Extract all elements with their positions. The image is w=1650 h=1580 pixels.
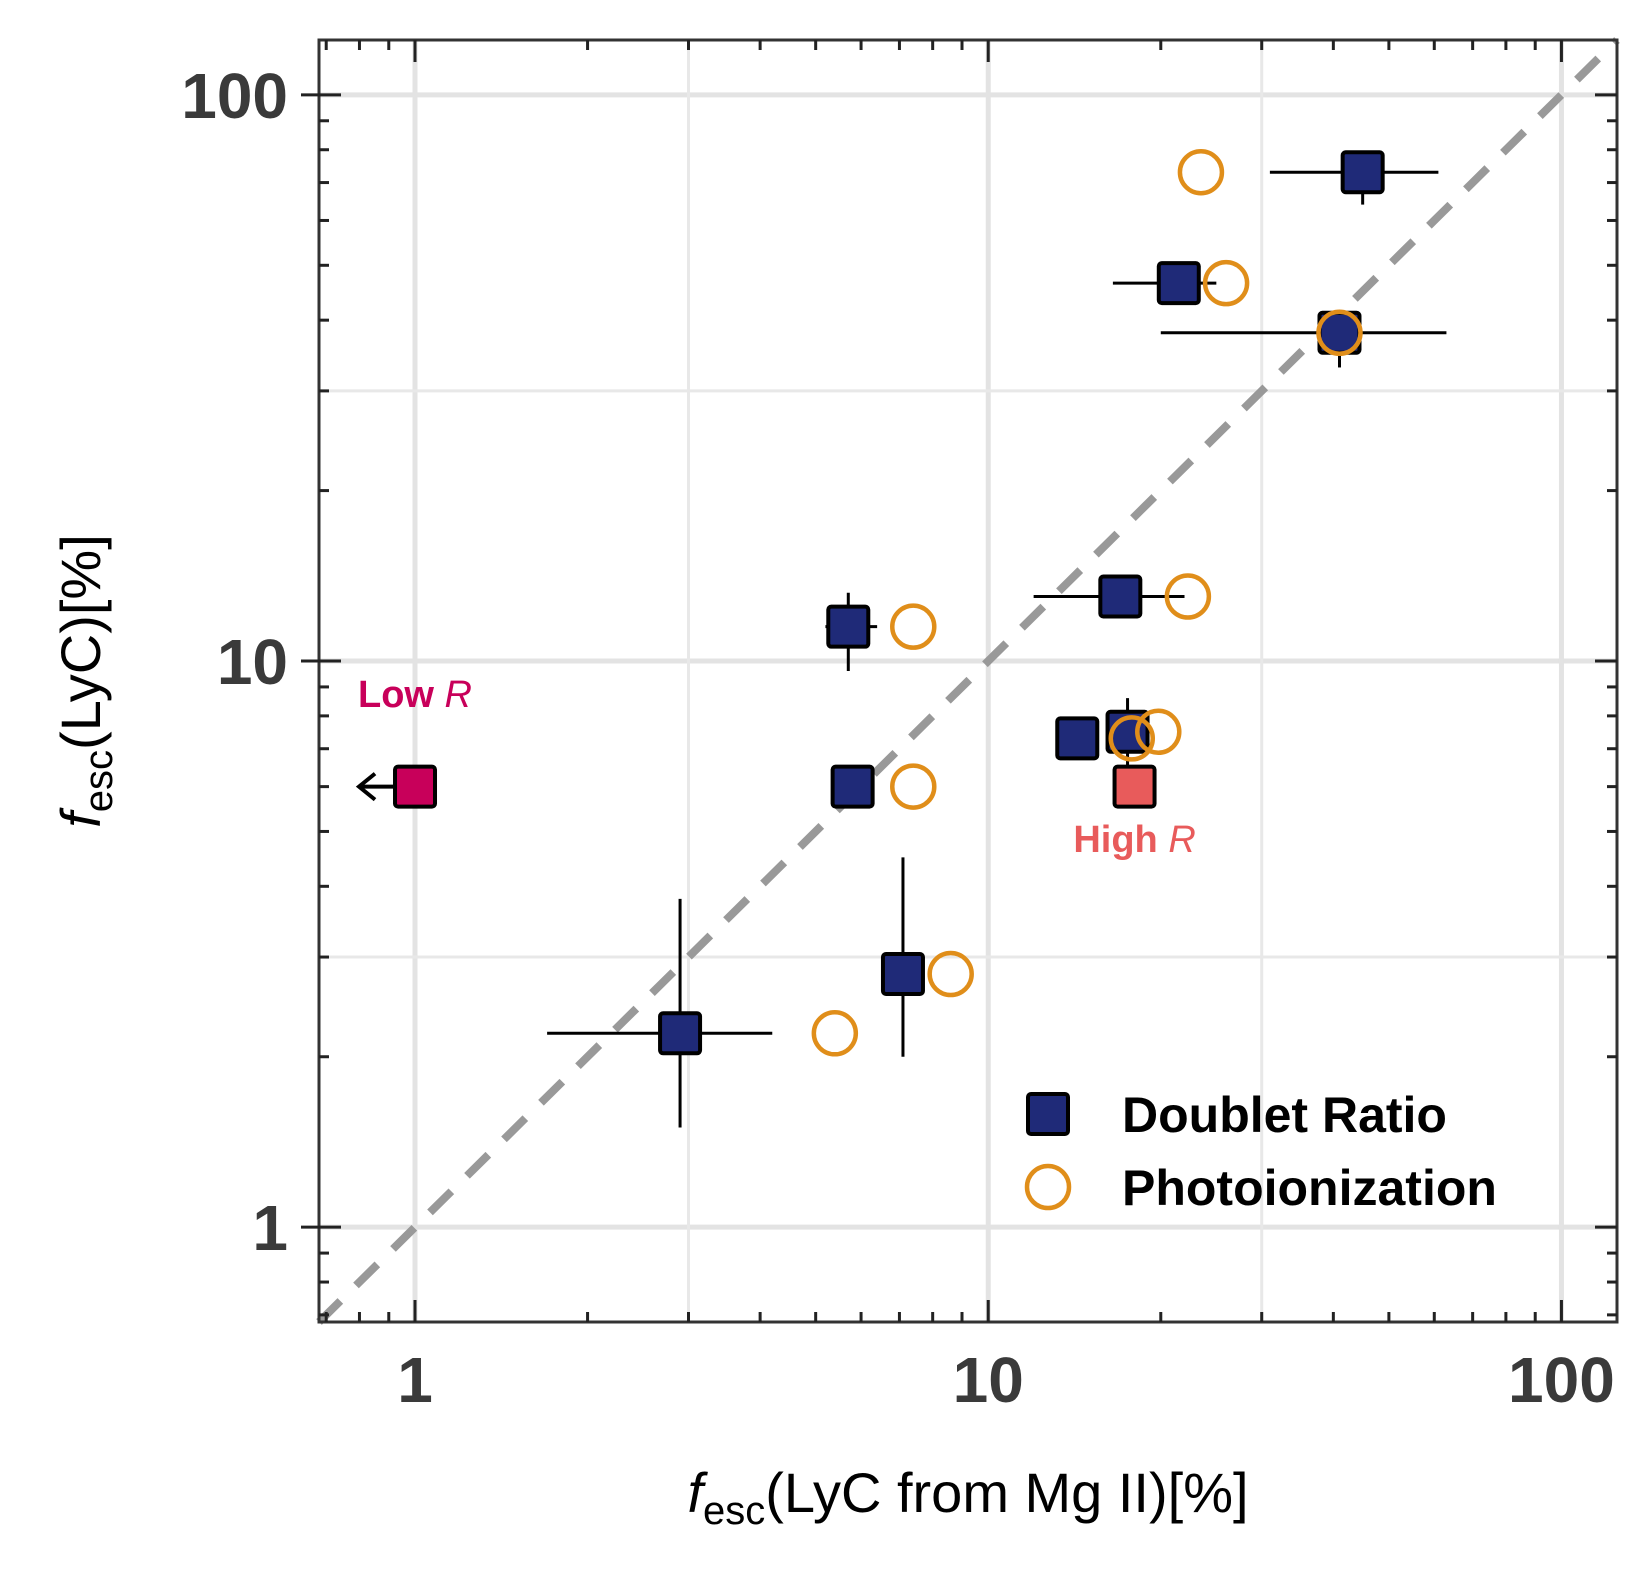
doublet-ratio-point [880,952,925,997]
doublet-ratio-point [1055,716,1100,761]
y-tick-label: 1 [252,1192,288,1264]
doublet-ratio-point [1340,150,1385,195]
photoionization-point [890,763,937,810]
grid-layer [319,40,1617,1322]
photoionization-point [1164,573,1212,620]
photoionization-point [890,603,937,650]
error-bar-layer [547,152,1447,1128]
y-axis-label: fesc(LyC)[%] [49,534,121,828]
special-point-low-r [393,764,438,809]
axes-frame [317,38,1619,1324]
x-tick-label: 100 [1508,1344,1615,1416]
x-tick-label: 10 [953,1344,1024,1416]
photoionization-point [927,950,974,998]
one-to-one-reference-line [316,37,1620,1325]
legend-label: Doublet Ratio [1122,1087,1447,1143]
reference-line-layer [316,37,1620,1325]
x-tick-label: 1 [397,1344,433,1416]
doublet-ratio-point [1098,574,1143,619]
photoionization-point [811,1010,859,1057]
legend-marker-square [1026,1092,1070,1136]
photoionization-point [1177,148,1225,196]
special-point-high-r [1112,764,1157,809]
annotation-high-r: High R [1073,819,1195,861]
y-tick-label: 100 [181,60,288,132]
y-tick-label: 10 [217,626,288,698]
photoionization-point [1108,715,1156,762]
photoionization-point [1316,309,1363,357]
legend-marker-circle [1024,1163,1072,1211]
marker-layer [355,148,1385,1057]
annotation-low-r: Low R [358,674,472,716]
doublet-ratio-point [658,1011,703,1056]
doublet-ratio-point [830,764,875,809]
legend: Doublet Ratio Photoionization [1024,1087,1497,1216]
photoionization-point [1135,708,1182,756]
doublet-ratio-point [1156,261,1201,306]
doublet-ratio-point [826,604,871,649]
axis-label-layer: fesc(LyC from Mg II)[%] fesc(LyC)[%] [49,534,1249,1533]
annotation-layer: Low R High R [358,674,1196,861]
photoionization-point [1202,259,1250,307]
legend-label: Photoionization [1122,1160,1497,1216]
axes-frame-layer: 1 10 100 1 10 100 [181,38,1619,1416]
upper-limit-arrow-head [355,772,377,802]
x-axis-label: fesc(LyC from Mg II)[%] [687,1461,1248,1533]
